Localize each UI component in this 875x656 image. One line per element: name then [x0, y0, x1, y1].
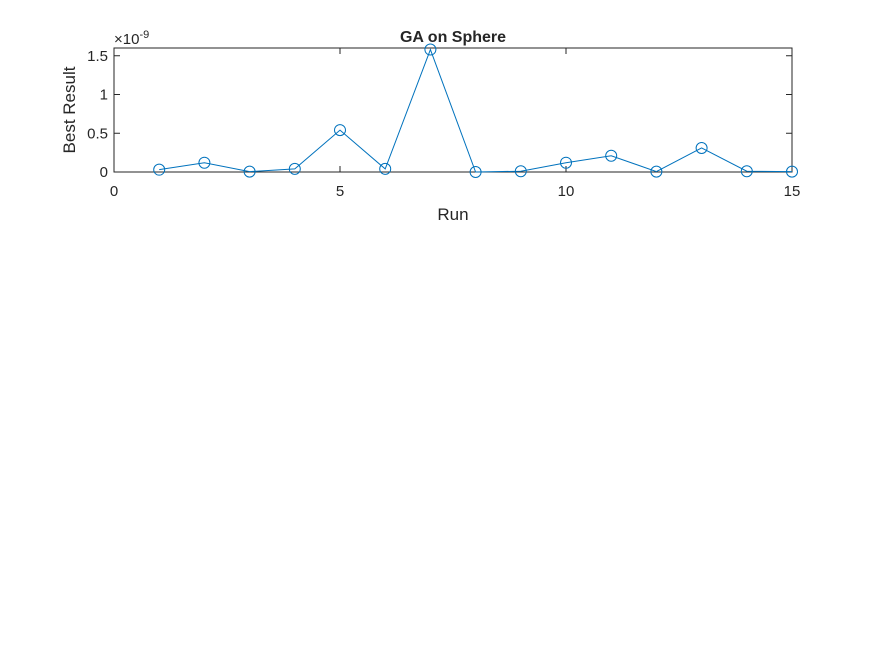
data-point-marker: [424, 43, 437, 56]
x-axis-ticks: 0 5 10 15: [110, 48, 801, 200]
y-tick-label: 1.5: [87, 48, 108, 65]
y-axis-ticks: 0 0.5 1 1.5: [87, 48, 792, 181]
data-point-marker: [514, 165, 527, 178]
exponent-power: -9: [139, 29, 149, 41]
data-point-marker: [288, 162, 301, 175]
y-tick-label: 0: [100, 164, 108, 181]
y-axis-label: Best Result: [60, 66, 79, 153]
x-tick-label: 15: [784, 183, 801, 200]
x-axis-label: Run: [437, 205, 468, 224]
chart-title: GA on Sphere: [400, 29, 506, 46]
data-point-marker: [786, 165, 798, 178]
exponent-base: ×10: [114, 31, 139, 48]
data-point-marker: [153, 163, 166, 176]
data-point-marker: [198, 156, 211, 169]
y-tick-label: 0.5: [87, 125, 108, 142]
data-point-marker: [650, 165, 663, 178]
series-layer: [153, 43, 798, 178]
x-tick-label: 10: [558, 183, 575, 200]
data-point-marker: [695, 141, 708, 154]
data-point-marker: [740, 165, 753, 178]
x-tick-label: 0: [110, 183, 118, 200]
data-point-marker: [334, 124, 346, 137]
data-point-marker: [605, 149, 618, 162]
data-point-marker: [379, 162, 392, 175]
y-tick-label: 1: [100, 87, 108, 104]
x-tick-label: 5: [336, 183, 344, 200]
series-line: [159, 48, 793, 173]
data-point-marker: [469, 166, 482, 178]
y-exponent-label: ×10-9: [114, 29, 149, 48]
data-point-marker: [560, 156, 572, 169]
data-point-marker: [243, 165, 256, 178]
